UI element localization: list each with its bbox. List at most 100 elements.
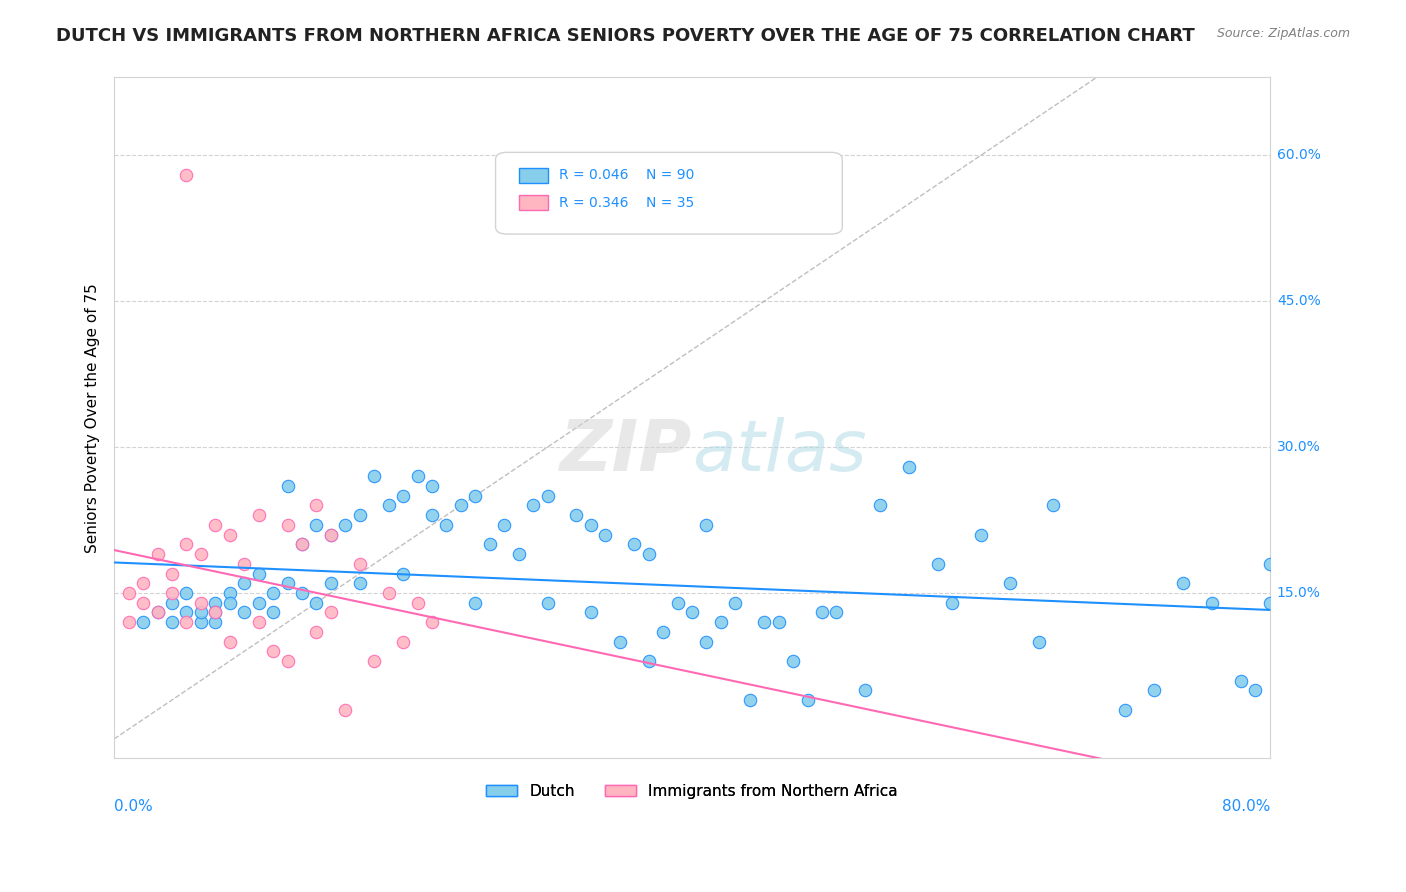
Point <box>420 615 443 629</box>
Point <box>305 499 328 513</box>
Point <box>420 508 443 523</box>
Point <box>464 596 486 610</box>
Point <box>335 703 357 717</box>
Point <box>1258 557 1281 571</box>
Point <box>1114 703 1136 717</box>
Point <box>536 596 558 610</box>
Point <box>1230 673 1253 688</box>
Point <box>176 168 198 182</box>
Point <box>436 517 458 532</box>
Point <box>146 547 169 561</box>
Point <box>204 615 226 629</box>
Point <box>291 537 314 551</box>
Point <box>406 596 429 610</box>
Point <box>695 517 717 532</box>
Point <box>609 634 631 648</box>
Point <box>406 469 429 483</box>
Point <box>681 606 703 620</box>
Point <box>233 557 256 571</box>
Point <box>1302 596 1324 610</box>
Point <box>579 606 602 620</box>
Point <box>970 527 993 541</box>
Point <box>291 537 314 551</box>
Text: R = 0.046    N = 90: R = 0.046 N = 90 <box>560 169 695 183</box>
Point <box>262 644 284 658</box>
FancyBboxPatch shape <box>519 195 547 211</box>
Point <box>132 576 155 591</box>
Point <box>305 624 328 639</box>
Point <box>319 527 342 541</box>
Point <box>233 576 256 591</box>
Point <box>666 596 689 610</box>
Point <box>335 517 357 532</box>
Point <box>724 596 747 610</box>
Y-axis label: Seniors Poverty Over the Age of 75: Seniors Poverty Over the Age of 75 <box>86 283 100 553</box>
Point <box>146 606 169 620</box>
Point <box>176 586 198 600</box>
Point <box>160 566 183 581</box>
Point <box>204 606 226 620</box>
Point <box>695 634 717 648</box>
Point <box>132 596 155 610</box>
Point <box>160 615 183 629</box>
Point <box>1201 596 1223 610</box>
Point <box>522 499 544 513</box>
Point <box>277 479 299 493</box>
Point <box>204 606 226 620</box>
Point <box>420 479 443 493</box>
Point <box>277 576 299 591</box>
Point <box>363 469 385 483</box>
Point <box>247 566 270 581</box>
Text: R = 0.346    N = 35: R = 0.346 N = 35 <box>560 195 695 210</box>
Point <box>349 508 371 523</box>
Point <box>796 693 818 707</box>
Point <box>754 615 776 629</box>
Point <box>927 557 949 571</box>
Point <box>176 615 198 629</box>
Point <box>623 537 645 551</box>
Point <box>363 654 385 668</box>
Point <box>233 606 256 620</box>
Point <box>291 586 314 600</box>
Point <box>349 576 371 591</box>
Text: 60.0%: 60.0% <box>1277 148 1320 162</box>
Text: 45.0%: 45.0% <box>1277 294 1320 308</box>
Point <box>1288 586 1310 600</box>
Point <box>1258 596 1281 610</box>
Point <box>1173 576 1195 591</box>
Point <box>146 606 169 620</box>
Point <box>1244 683 1267 698</box>
FancyBboxPatch shape <box>495 153 842 234</box>
Text: ZIP: ZIP <box>560 417 692 486</box>
Point <box>319 606 342 620</box>
Text: 0.0%: 0.0% <box>114 799 153 814</box>
Point <box>637 654 659 668</box>
FancyBboxPatch shape <box>519 168 547 183</box>
Point <box>176 606 198 620</box>
Point <box>1028 634 1050 648</box>
Point <box>190 606 212 620</box>
Point <box>117 615 139 629</box>
Text: DUTCH VS IMMIGRANTS FROM NORTHERN AFRICA SENIORS POVERTY OVER THE AGE OF 75 CORR: DUTCH VS IMMIGRANTS FROM NORTHERN AFRICA… <box>56 27 1195 45</box>
Point <box>218 586 240 600</box>
Point <box>652 624 675 639</box>
Point <box>176 537 198 551</box>
Point <box>305 517 328 532</box>
Point <box>536 489 558 503</box>
Point <box>190 596 212 610</box>
Point <box>247 596 270 610</box>
Text: 80.0%: 80.0% <box>1222 799 1270 814</box>
Point <box>392 634 415 648</box>
Point <box>998 576 1021 591</box>
Point <box>277 517 299 532</box>
Point <box>218 527 240 541</box>
Point <box>190 615 212 629</box>
Point <box>349 557 371 571</box>
Point <box>811 606 834 620</box>
Point <box>941 596 963 610</box>
Point <box>190 547 212 561</box>
Point <box>247 508 270 523</box>
Point <box>1272 576 1295 591</box>
Point <box>494 517 516 532</box>
Legend: Dutch, Immigrants from Northern Africa: Dutch, Immigrants from Northern Africa <box>481 778 904 805</box>
